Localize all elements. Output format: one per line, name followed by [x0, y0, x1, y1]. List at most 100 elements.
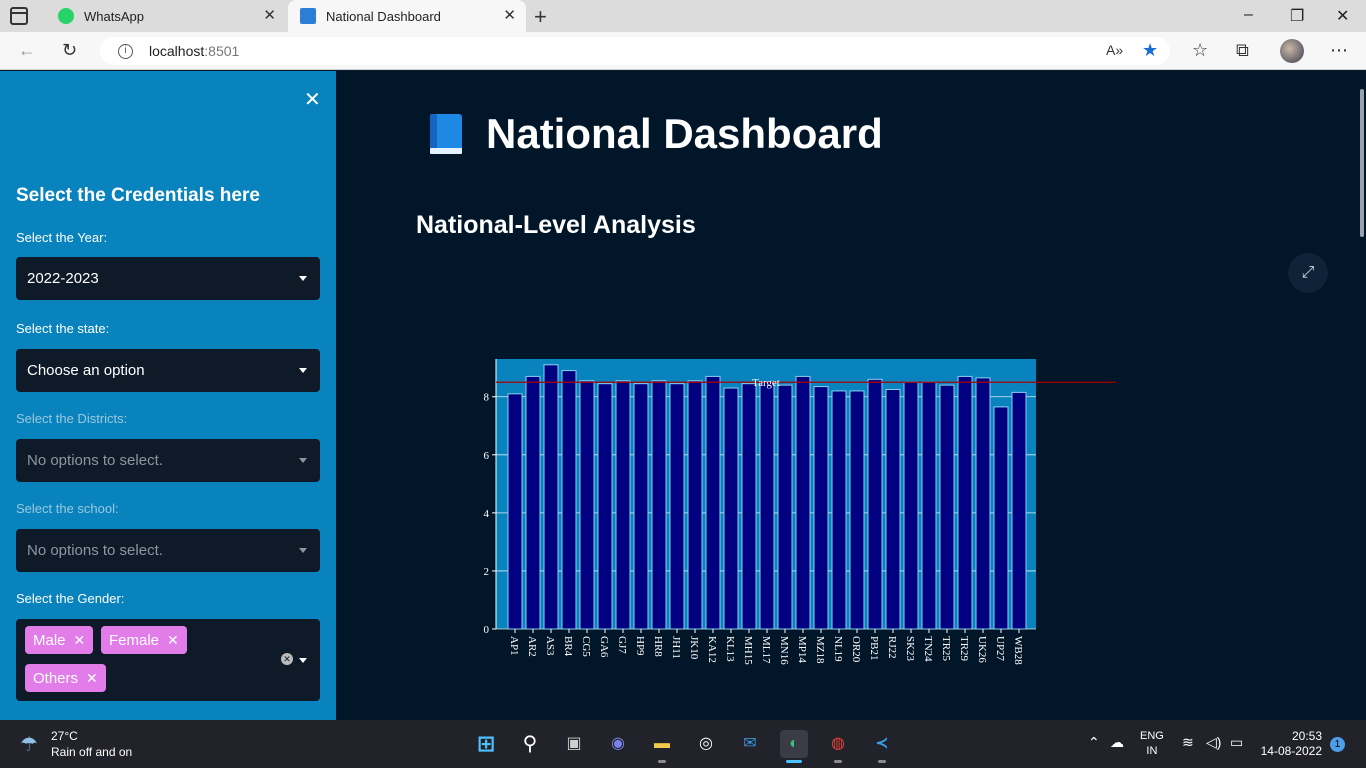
running-indicator [878, 760, 886, 763]
year-label: Select the Year: [16, 230, 108, 245]
state-select[interactable]: Choose an option [16, 349, 320, 392]
battery-icon[interactable]: ▭ [1230, 734, 1244, 750]
close-sidebar-icon[interactable]: ✕ [304, 89, 321, 111]
x-tick-label: MN16 [778, 636, 790, 665]
vscode-icon[interactable]: ≺ [875, 735, 889, 752]
onedrive-cloud-icon[interactable]: ☁ [1110, 734, 1124, 750]
close-tab-icon[interactable]: ✕ [263, 7, 276, 24]
more-menu-icon[interactable]: ⋯ [1330, 40, 1348, 60]
remove-chip-icon[interactable]: ✕ [167, 631, 179, 648]
site-info-icon[interactable]: i [118, 43, 133, 59]
bar-HR8 [651, 380, 667, 630]
bar-JH11 [669, 383, 685, 630]
chevron-down-icon[interactable] [299, 658, 307, 663]
x-tick-label: WB28 [1012, 636, 1024, 665]
task-view-icon[interactable]: ▣ [566, 735, 582, 752]
scrollbar-thumb[interactable] [1360, 89, 1364, 237]
file-explorer-icon[interactable]: ▬ [654, 735, 670, 752]
maximize-button[interactable]: ❐ [1290, 8, 1305, 25]
chevron-down-icon [299, 548, 307, 553]
x-tick-label: UP27 [994, 636, 1006, 662]
weather-description[interactable]: Rain off and on [51, 745, 133, 759]
wifi-icon[interactable]: ≋ [1182, 734, 1194, 750]
github-icon[interactable]: ◎ [699, 735, 713, 752]
remove-chip-icon[interactable]: ✕ [86, 669, 98, 686]
x-tick-label: JH11 [670, 636, 682, 659]
x-tick-label: HP9 [634, 636, 646, 656]
x-tick-label: BR4 [562, 636, 574, 657]
read-aloud-icon[interactable]: A» [1106, 42, 1124, 58]
mail-icon[interactable]: ✉ [743, 735, 757, 752]
bar-MZ18 [813, 386, 829, 630]
state-value: Choose an option [27, 362, 145, 379]
bar-MH15 [741, 383, 757, 630]
tab-national-dashboard[interactable]: National Dashboard ✕ [288, 0, 526, 32]
tab-label: WhatsApp [84, 8, 144, 24]
windows-start-icon[interactable]: ⊞ [476, 731, 496, 756]
bar-KA12 [705, 375, 721, 630]
volume-icon[interactable]: ◁) [1206, 734, 1222, 750]
back-arrow-icon[interactable]: ← [18, 40, 36, 60]
collections-icon[interactable]: ⧉ [1236, 40, 1249, 60]
url-field[interactable]: i localhost:8501 [100, 37, 1170, 65]
bar-JK10 [687, 380, 703, 630]
whatsapp-icon [58, 8, 74, 24]
language-code: ENG [1140, 730, 1164, 742]
bar-CG5 [579, 380, 595, 630]
bar-TR25 [939, 384, 955, 630]
scrollbar[interactable] [1358, 71, 1366, 720]
workspaces-icon[interactable] [10, 7, 28, 25]
minimize-button[interactable]: – [1244, 6, 1253, 23]
bar-TR29 [957, 375, 973, 630]
edge-browser-icon[interactable]: ◐ [780, 730, 808, 758]
x-tick-label: CG5 [580, 636, 592, 657]
y-tick-label: 2 [484, 566, 490, 578]
gender-chip-male[interactable]: Male ✕ [25, 626, 94, 654]
gender-chip-others[interactable]: Others ✕ [25, 664, 106, 692]
profile-avatar[interactable] [1280, 39, 1304, 63]
year-select[interactable]: 2022-2023 [16, 257, 320, 300]
x-tick-label: HR8 [652, 636, 664, 657]
search-icon[interactable]: ⚲ [522, 733, 538, 755]
language-indicator[interactable]: ENG IN [1140, 729, 1164, 759]
refresh-icon[interactable]: ↻ [62, 40, 78, 60]
active-indicator [786, 760, 802, 763]
clear-all-icon[interactable]: ✕ [281, 653, 293, 665]
bar-TN24 [921, 381, 937, 630]
notification-badge[interactable]: 1 [1330, 737, 1345, 752]
close-tab-icon[interactable]: ✕ [503, 7, 516, 24]
gender-multiselect[interactable]: Male ✕ Female ✕ Others ✕ ✕ [16, 619, 320, 701]
clock[interactable]: 20:53 14-08-2022 [1258, 729, 1322, 759]
bar-SK23 [903, 381, 919, 630]
favorites-icon[interactable]: ☆ [1192, 40, 1209, 60]
state-label: Select the state: [16, 321, 110, 336]
rain-cloud-icon[interactable]: ☂ [20, 734, 38, 756]
bar-GJ7 [615, 380, 631, 630]
year-value: 2022-2023 [27, 270, 99, 287]
y-tick-label: 6 [484, 450, 490, 462]
weather-temperature[interactable]: 27°C [51, 729, 78, 743]
x-tick-label: KL13 [724, 636, 736, 662]
remove-chip-icon[interactable]: ✕ [73, 631, 86, 648]
tab-whatsapp[interactable]: WhatsApp ✕ [46, 0, 286, 32]
gender-chip-female[interactable]: Female ✕ [101, 626, 187, 654]
clock-date: 14-08-2022 [1260, 744, 1322, 758]
bar-ML17 [759, 381, 775, 630]
school-label: Select the school: [16, 501, 119, 516]
new-tab-button[interactable]: + [534, 4, 547, 29]
close-window-button[interactable]: ✕ [1336, 8, 1350, 25]
favorite-star-icon[interactable]: ★ [1142, 40, 1159, 60]
y-tick-label: 0 [484, 624, 490, 636]
districts-select: No options to select. [16, 439, 320, 482]
bar-MP14 [795, 375, 811, 630]
x-tick-label: GJ7 [616, 636, 628, 654]
districts-value: No options to select. [27, 452, 163, 469]
chevron-down-icon [299, 368, 307, 373]
bar-BR4 [561, 370, 577, 630]
expand-chart-icon[interactable]: ⤢ [1288, 253, 1328, 293]
teams-chat-icon[interactable]: ◉ [611, 735, 625, 752]
chrome-icon[interactable]: ◍ [831, 735, 845, 752]
bar-MN16 [777, 384, 793, 630]
chevron-up-icon[interactable]: ⌃ [1088, 734, 1100, 750]
x-tick-label: RJ22 [886, 636, 898, 659]
